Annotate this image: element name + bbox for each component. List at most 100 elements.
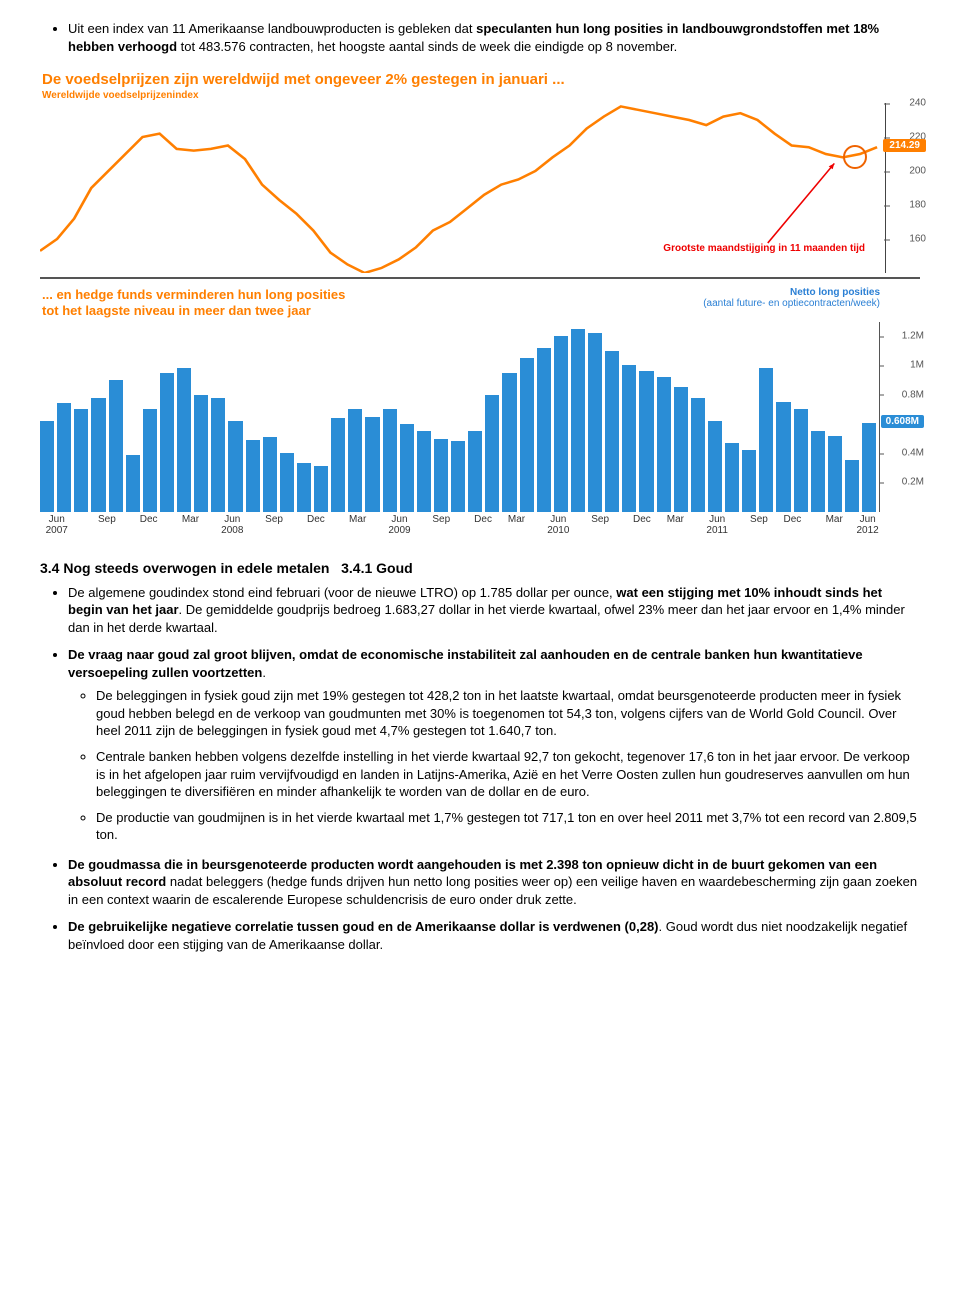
x-tick-label: Mar — [182, 514, 199, 525]
sub-bullet: De beleggingen in fysiek goud zijn met 1… — [96, 687, 920, 740]
bullet-mid: . De gemiddelde goudprijs bedroeg 1.683,… — [68, 602, 905, 635]
top-ytick: 160 — [909, 234, 926, 245]
mid-right-2: (aantal future- en optiecontracten/week) — [703, 298, 880, 309]
x-tick-label: Mar — [508, 514, 525, 525]
chart-divider — [40, 277, 920, 279]
chart-bar — [691, 398, 705, 512]
chart-bar — [417, 431, 431, 511]
chart-bar — [622, 365, 636, 511]
chart-bar — [554, 336, 568, 511]
x-tick-label: Sep — [432, 514, 450, 525]
chart-bar — [211, 398, 225, 512]
x-tick-label: Dec — [783, 514, 801, 525]
section-bullet: De gebruikelijke negatieve correlatie tu… — [68, 918, 920, 953]
heading-341-text: 3.4.1 Goud — [341, 560, 413, 576]
top-ytick: 180 — [909, 200, 926, 211]
chart-bar — [794, 409, 808, 511]
bar-ytick: 1M — [910, 360, 924, 371]
chart-bar — [845, 460, 859, 511]
x-tick-label: Mar — [667, 514, 684, 525]
chart-bar — [126, 455, 140, 512]
x-tick-label: Jun2007 — [46, 514, 68, 536]
intro-lead: Uit een index van 11 Amerikaanse landbou… — [68, 21, 476, 36]
chart-bar — [434, 439, 448, 512]
chart-bar — [348, 409, 362, 511]
chart-bar — [383, 409, 397, 511]
x-tick-label: Dec — [633, 514, 651, 525]
chart-bar — [365, 417, 379, 512]
mid-right-label: Netto long posities (aantal future- en o… — [703, 287, 880, 309]
chart-bar — [160, 373, 174, 512]
bar-area — [40, 322, 876, 512]
top-ytick: 200 — [909, 166, 926, 177]
chart-bar — [485, 395, 499, 512]
bullet-mid: . — [262, 665, 266, 680]
mid-left-1: ... en hedge funds verminderen hun long … — [42, 287, 345, 302]
bar-chart: 1.2M1M0.8M0.4M0.2M 0.608M Jun2007SepDecM… — [40, 322, 920, 542]
x-tick-label: Jun2008 — [221, 514, 243, 536]
x-tick-label: Mar — [826, 514, 843, 525]
mid-label-row: ... en hedge funds verminderen hun long … — [40, 281, 920, 322]
bar-ytick: 0.2M — [902, 477, 924, 488]
x-tick-label: Jun2009 — [388, 514, 410, 536]
chart-bar — [194, 395, 208, 512]
x-axis: Jun2007 Sep Dec Mar Jun2008 Sep Dec Mar Jun2009 S… — [40, 514, 876, 542]
sub-bullet-list: De beleggingen in fysiek goud zijn met 1… — [68, 687, 920, 843]
bullet-bold: De vraag naar goud zal groot blijven, om… — [68, 647, 863, 680]
top-ytick: 240 — [909, 98, 926, 109]
chart-bar — [228, 421, 242, 512]
top-highlight-badge: 214.29 — [883, 139, 926, 152]
bar-ytick: 1.2M — [902, 331, 924, 342]
chart-bar — [40, 421, 54, 512]
chart-bar — [657, 377, 671, 511]
bar-highlight-badge: 0.608M — [881, 415, 924, 428]
chart-bar — [331, 418, 345, 512]
x-tick-label: Sep — [98, 514, 116, 525]
x-tick-label: Sep — [591, 514, 609, 525]
x-tick-label: Jun2010 — [547, 514, 569, 536]
sub-bullet: De productie van goudmijnen is in het vi… — [96, 809, 920, 844]
chart-bar — [451, 441, 465, 511]
chart-subtitle: Wereldwijde voedselprijzenindex — [40, 90, 920, 103]
document-page: Uit een index van 11 Amerikaanse landbou… — [0, 0, 960, 1005]
chart-bar — [708, 421, 722, 512]
chart-bar — [776, 402, 790, 512]
x-tick-label: Jun2012 — [857, 514, 879, 536]
chart-bar — [588, 333, 602, 511]
chart-bar — [400, 424, 414, 512]
section-bullet-list: De algemene goudindex stond eind februar… — [40, 584, 920, 954]
x-tick-label: Sep — [750, 514, 768, 525]
chart-bar — [639, 371, 653, 511]
chart-annotation: Grootste maandstijging in 11 maanden tij… — [663, 243, 865, 254]
mid-right-1: Netto long posities — [703, 287, 880, 298]
sub-bullet: Centrale banken hebben volgens dezelfde … — [96, 748, 920, 801]
bullet-pre: De algemene goudindex stond eind februar… — [68, 585, 616, 600]
section-bullet: De goudmassa die in beursgenoteerde prod… — [68, 856, 920, 909]
chart-bar — [74, 409, 88, 511]
bullet-mid: nadat beleggers (hedge funds drijven hun… — [68, 874, 917, 907]
chart-bar — [862, 423, 876, 512]
top-y-axis-line — [885, 103, 886, 273]
x-tick-label: Dec — [474, 514, 492, 525]
x-tick-label: Jun2011 — [706, 514, 728, 536]
annotation-arrow — [768, 163, 835, 243]
section-heading-3-4: 3.4 Nog steeds overwogen in edele metale… — [40, 560, 920, 576]
x-tick-label: Mar — [349, 514, 366, 525]
chart-bar — [725, 443, 739, 512]
chart-bar — [502, 373, 516, 512]
chart-bar — [263, 437, 277, 512]
chart-bar — [177, 368, 191, 511]
chart-bar — [520, 358, 534, 511]
chart-bar — [537, 348, 551, 512]
chart-bar — [571, 329, 585, 512]
chart-bar — [759, 368, 773, 511]
chart-bar — [143, 409, 157, 511]
x-labels: Jun2007 Sep Dec Mar Jun2008 Sep Dec Mar Jun2009 S… — [40, 514, 876, 542]
mid-left-2: tot het laagste niveau in meer dan twee … — [42, 303, 311, 318]
bar-ytick: 0.8M — [902, 389, 924, 400]
chart-bar — [246, 440, 260, 512]
chart-bar — [605, 351, 619, 512]
x-tick-label: Dec — [307, 514, 325, 525]
chart-container: De voedselprijzen zijn wereldwijd met on… — [40, 67, 920, 542]
bar-ytick: 0.4M — [902, 448, 924, 459]
